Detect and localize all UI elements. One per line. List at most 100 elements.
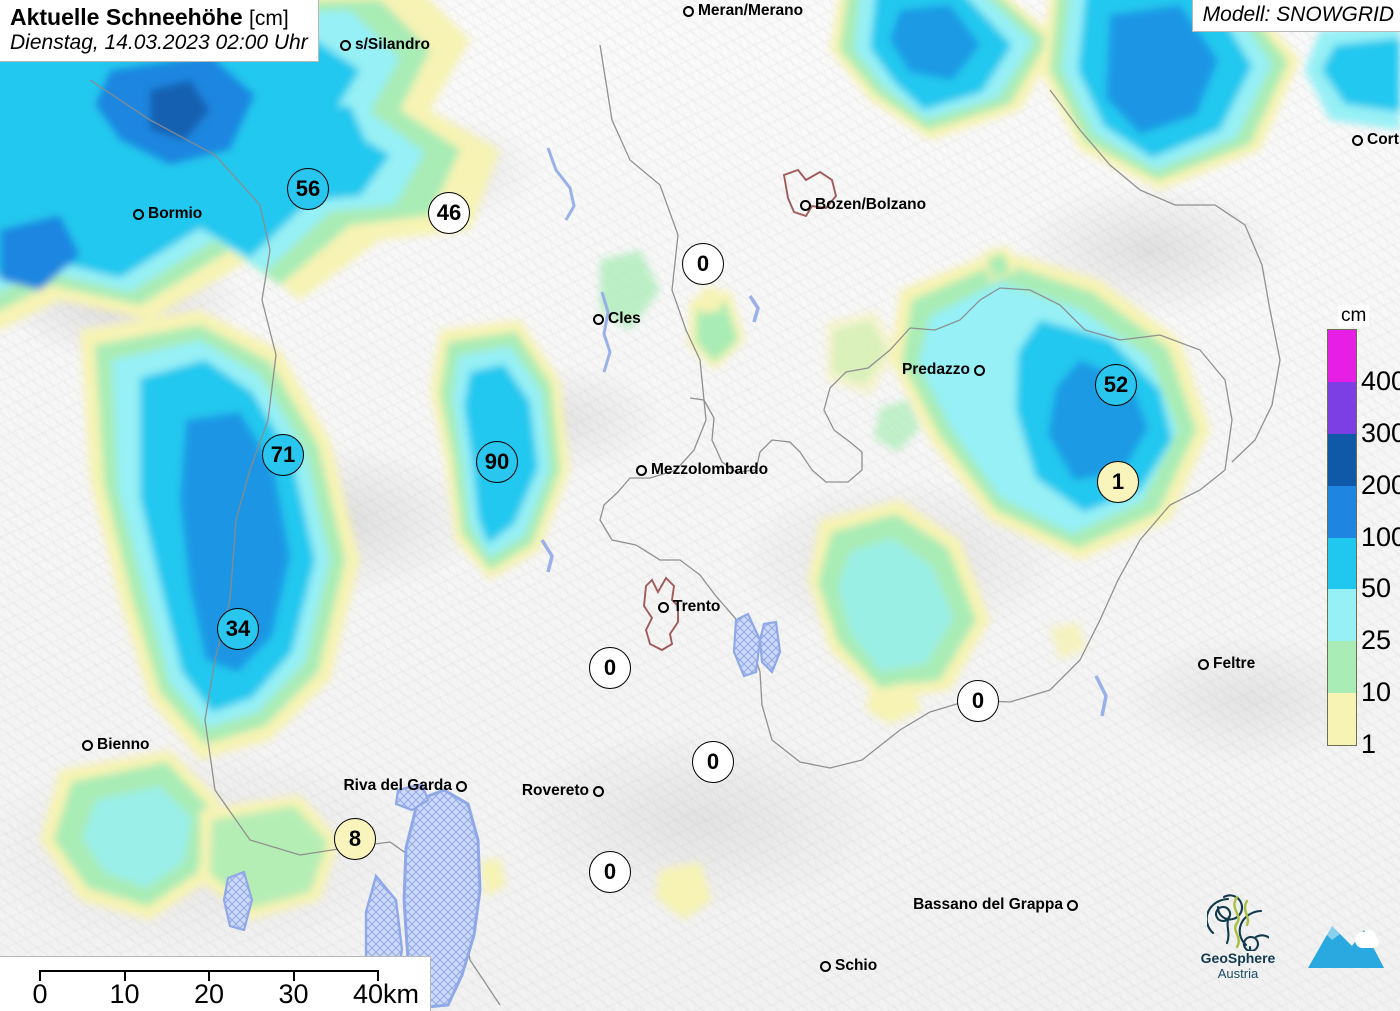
legend-tick-25: 25 <box>1361 625 1392 656</box>
legend-swatch-200 <box>1328 433 1356 486</box>
city-label: Rovereto <box>522 782 604 800</box>
station-value-marker[interactable]: 34 <box>217 608 259 650</box>
city-marker-icon <box>636 464 647 476</box>
city-marker-icon <box>133 208 144 220</box>
city-name: Bassano del Grappa <box>913 896 1063 913</box>
station-value: 90 <box>484 449 510 474</box>
city-marker-icon <box>974 364 985 376</box>
station-value-marker[interactable]: 56 <box>287 168 329 210</box>
station-value: 34 <box>225 616 251 641</box>
geosphere-austria-logo: GeoSphere Austria <box>1188 893 1288 988</box>
scale-label-10: 10 <box>109 979 140 1009</box>
geosphere-logo-line1: GeoSphere <box>1200 950 1276 966</box>
city-name: Bienno <box>97 736 150 753</box>
station-value-marker[interactable]: 71 <box>262 434 304 476</box>
city-name: Predazzo <box>901 361 970 378</box>
map-datetime: Dienstag, 14.03.2023 02:00 Uhr <box>10 31 308 55</box>
city-marker-icon <box>1198 658 1209 670</box>
station-value-marker[interactable]: 90 <box>476 441 518 483</box>
station-value: 8 <box>348 826 362 851</box>
snow-mountain-icon <box>1308 926 1384 968</box>
station-value-marker[interactable]: 0 <box>957 680 999 722</box>
station-value: 52 <box>1103 372 1129 397</box>
city-label: Bienno <box>82 736 150 754</box>
station-value: 0 <box>971 688 985 713</box>
city-label: Meran/Merano <box>683 2 803 20</box>
city-marker-icon <box>456 780 467 792</box>
city-marker-icon <box>800 199 811 211</box>
legend-tick-100: 100 <box>1361 521 1400 552</box>
title-unit: [cm] <box>249 7 289 30</box>
city-label: Trento <box>658 598 720 616</box>
city-marker-icon <box>820 960 831 972</box>
station-value-marker[interactable]: 0 <box>692 741 734 783</box>
station-value-marker[interactable]: 0 <box>682 243 724 285</box>
city-label: Feltre <box>1198 655 1255 673</box>
city-marker-icon <box>658 601 669 613</box>
legend-swatch-50 <box>1328 537 1356 590</box>
scale-label-0: 0 <box>32 979 48 1009</box>
legend-swatch-1 <box>1328 693 1356 745</box>
city-label: Bormio <box>133 205 202 223</box>
city-name: Bormio <box>148 205 203 222</box>
station-value-marker[interactable]: 1 <box>1097 461 1139 503</box>
scale-label-20: 20 <box>193 979 225 1009</box>
geosphere-logo-text: GeoSphere Austria <box>1201 951 1276 980</box>
station-value-marker[interactable]: 46 <box>428 192 470 234</box>
station-value: 46 <box>436 200 462 225</box>
station-value: 0 <box>603 859 617 884</box>
city-label: Riva del Garda <box>343 777 467 795</box>
station-value: 0 <box>696 251 710 276</box>
legend-tick-400: 400 <box>1361 365 1400 396</box>
legend-swatch-400 <box>1328 330 1356 382</box>
city-marker-icon <box>593 313 604 325</box>
city-marker-icon <box>1352 134 1363 146</box>
legend-swatch-100 <box>1328 485 1356 538</box>
station-value: 1 <box>1111 469 1125 494</box>
city-name: s/Silandro <box>355 36 430 53</box>
legend-colorbar: 400 300 200 100 50 25 10 1 <box>1327 329 1400 757</box>
city-label: Predazzo <box>902 361 985 379</box>
legend-tick-200: 200 <box>1361 469 1400 500</box>
city-label: Cles <box>593 310 641 328</box>
geosphere-logo-line2: Austria <box>1217 965 1259 981</box>
station-value-marker[interactable]: 8 <box>334 818 376 860</box>
city-name: Cles <box>608 310 641 327</box>
map-title-box: Aktuelle Schneehöhe [cm] Dienstag, 14.03… <box>0 0 319 63</box>
city-name: Trento <box>673 598 721 615</box>
legend-tick-50: 50 <box>1361 573 1392 604</box>
scale-tick-20 <box>208 970 210 981</box>
city-label: Bozen/Bolzano <box>800 196 926 214</box>
station-value-marker[interactable]: 0 <box>589 851 631 893</box>
scale-tick-10 <box>123 970 126 981</box>
scale-label-40: 40km <box>352 979 420 1009</box>
city-marker-icon <box>683 5 694 17</box>
city-label: Schio <box>820 957 877 975</box>
legend-swatch-10 <box>1328 641 1356 694</box>
model-label-box: Modell: SNOWGRID <box>1191 0 1400 32</box>
city-marker-icon <box>340 39 351 51</box>
scale-tick-0 <box>39 970 41 981</box>
page-title: Aktuelle Schneehöhe [cm] <box>10 4 308 31</box>
station-value-marker[interactable]: 0 <box>589 647 631 689</box>
city-name: Rovereto <box>521 782 589 799</box>
station-value: 0 <box>603 655 617 680</box>
city-label: s/Silandro <box>340 36 430 54</box>
legend-tick-10: 10 <box>1361 677 1392 708</box>
city-label: Cortina <box>1352 131 1400 149</box>
city-label: Bassano del Grappa <box>913 896 1078 914</box>
legend-tick-1: 1 <box>1361 728 1377 759</box>
station-value: 0 <box>706 749 720 774</box>
model-label: Modell: SNOWGRID <box>1202 3 1394 26</box>
city-name: Schio <box>835 957 878 974</box>
legend-swatch-25 <box>1328 589 1356 642</box>
legend-tick-300: 300 <box>1361 417 1400 448</box>
station-value-marker[interactable]: 52 <box>1095 364 1137 406</box>
city-name: Feltre <box>1213 655 1256 672</box>
city-name: Bozen/Bolzano <box>815 196 927 213</box>
title-text: Aktuelle Schneehöhe <box>10 4 243 30</box>
city-marker-icon <box>593 785 604 797</box>
scale-bar: 0 10 20 30 40km <box>0 956 431 1011</box>
